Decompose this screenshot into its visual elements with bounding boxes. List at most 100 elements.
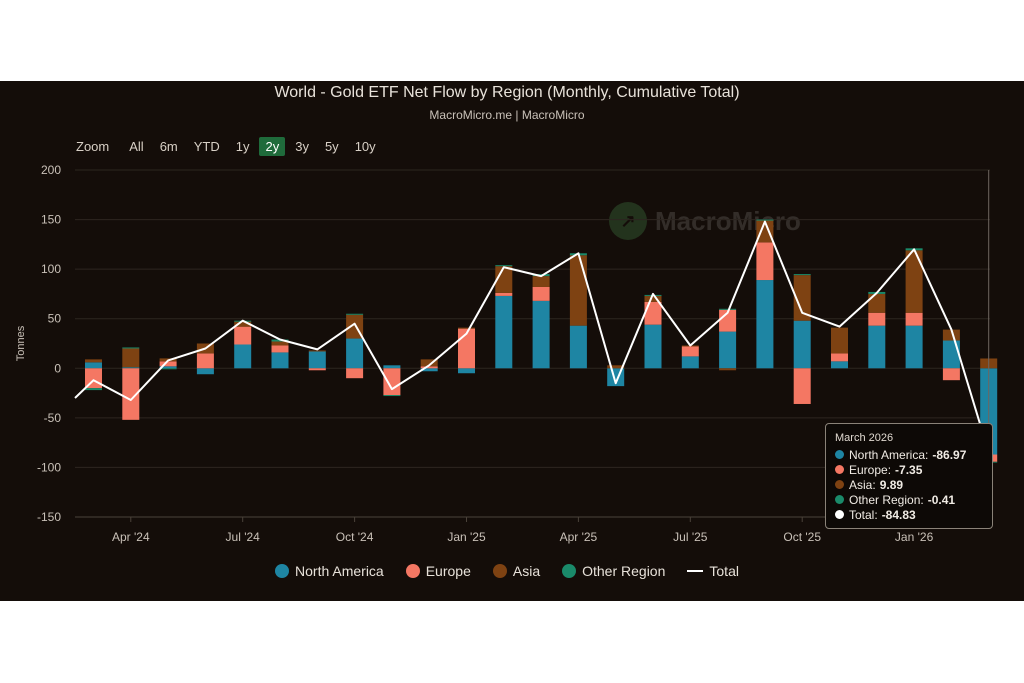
x-tick-label: Oct '24: [336, 530, 374, 544]
x-tick-label: Jan '25: [447, 530, 486, 544]
bar-asia: [607, 365, 625, 369]
legend-europe[interactable]: Europe: [405, 563, 471, 579]
y-tick-label: 150: [41, 213, 61, 227]
bar-asia: [868, 293, 886, 313]
tooltip-value: -7.35: [895, 462, 923, 477]
x-tick-label: Apr '24: [112, 530, 150, 544]
bar-north-america: [85, 362, 102, 369]
x-tick-label: Jan '26: [895, 530, 934, 544]
watermark-text: MacroMicro: [655, 205, 801, 236]
x-tick-label: Apr '25: [560, 530, 598, 544]
bar-north-america: [569, 325, 587, 369]
tooltip-row-other-region: Other Region: -0.41: [835, 492, 983, 507]
tooltip-row-total: Total: -84.83: [835, 507, 983, 522]
zoom-label: Zoom: [76, 139, 110, 154]
y-tick-label: 100: [41, 262, 61, 276]
zoom-bar: Zoom All 6m YTD 1y 2y 3y 5y 10y: [76, 137, 386, 156]
x-tick-label: Oct '25: [783, 530, 821, 544]
north-america-dot-icon: [835, 450, 844, 459]
bar-asia: [569, 255, 587, 326]
tooltip-row-europe: Europe: -7.35: [835, 462, 983, 477]
macromicro-logo-icon: ↗: [609, 202, 647, 240]
bar-other: [85, 388, 102, 391]
bar-europe: [942, 368, 960, 381]
bar-north-america: [196, 368, 214, 375]
y-tick-label: -100: [37, 460, 61, 474]
bar-europe: [905, 312, 923, 326]
bar-north-america: [831, 361, 848, 369]
zoom-6m-button[interactable]: 6m: [159, 139, 178, 154]
bar-asia: [793, 275, 811, 321]
bar-europe: [234, 326, 252, 345]
bar-asia: [532, 276, 550, 287]
tooltip-row-asia: Asia: 9.89: [835, 477, 983, 492]
chart-subtitle: MacroMicro.me | MacroMicro: [429, 108, 585, 122]
bar-europe: [831, 353, 848, 362]
other-region-dot-icon: [835, 495, 844, 504]
bar-europe: [756, 242, 774, 281]
bar-north-america: [905, 325, 923, 369]
zoom-all-button[interactable]: All: [129, 139, 144, 154]
zoom-3y-button[interactable]: 3y: [295, 139, 309, 154]
tooltip-label: Asia:: [849, 477, 876, 492]
legend-asia[interactable]: Asia: [492, 563, 540, 579]
y-tick-label: -50: [44, 411, 62, 425]
bar-north-america: [942, 340, 960, 369]
bar-asia: [420, 359, 438, 367]
zoom-5y-button[interactable]: 5y: [324, 139, 339, 154]
chart-legend: North America Europe Asia Other Region T…: [0, 563, 1014, 579]
bar-asia: [905, 250, 923, 313]
bar-other: [719, 308, 737, 310]
bar-europe: [793, 368, 811, 404]
bar-north-america: [420, 368, 438, 372]
zoom-ytd-button[interactable]: YTD: [193, 139, 220, 154]
north-america-swatch-icon: [275, 564, 290, 578]
bar-north-america: [756, 280, 774, 369]
y-tick-label: -150: [37, 510, 61, 524]
bar-europe: [196, 353, 214, 369]
zoom-2y-button[interactable]: 2y: [259, 137, 286, 156]
legend-total[interactable]: Total: [687, 563, 739, 579]
total-line-icon: [687, 570, 704, 572]
tooltip-date: March 2026: [835, 432, 894, 444]
bar-asia: [831, 327, 848, 354]
zoom-1y-button[interactable]: 1y: [235, 139, 250, 154]
bar-north-america: [719, 331, 737, 369]
tooltip-label: Other Region:: [849, 492, 924, 507]
bar-other: [346, 313, 364, 315]
zoom-10y-button[interactable]: 10y: [354, 139, 376, 154]
x-tick-label: Jul '24: [226, 530, 261, 544]
bar-north-america: [122, 367, 140, 369]
europe-dot-icon: [835, 465, 844, 474]
chart-plot[interactable]: 200 150 100 50 0 -50 -100 -150 Tonnes Apr '24 Jul …: [0, 81, 1024, 601]
bar-asia: [308, 350, 326, 352]
bar-asia: [756, 220, 774, 243]
tooltip-value: 9.89: [879, 477, 904, 492]
tooltip-label: Total:: [849, 507, 878, 522]
legend-label: Other Region: [582, 563, 666, 579]
bar-asia: [122, 348, 140, 368]
bar-europe: [420, 366, 438, 369]
total-dot-icon: [835, 510, 844, 519]
bar-other: [122, 347, 140, 349]
total-line: [74, 220, 990, 453]
legend-north-america[interactable]: North America: [275, 563, 384, 579]
bar-asia: [719, 368, 737, 371]
bar-asia: [644, 295, 662, 302]
bar-europe: [495, 292, 513, 296]
bar-europe: [458, 328, 475, 369]
bar-europe: [122, 368, 140, 420]
bar-asia: [85, 359, 102, 363]
bar-europe: [532, 286, 550, 301]
bar-north-america: [681, 356, 699, 369]
other-region-swatch-icon: [562, 564, 577, 578]
y-axis-label: Tonnes: [15, 325, 27, 361]
bar-asia: [271, 341, 289, 346]
legend-other-region[interactable]: Other Region: [562, 563, 665, 579]
y-tick-label: 200: [41, 163, 61, 177]
asia-dot-icon: [835, 480, 844, 489]
bar-north-america: [234, 344, 252, 369]
bar-other: [383, 395, 401, 397]
bar-europe: [271, 345, 289, 353]
bar-europe: [644, 301, 662, 325]
